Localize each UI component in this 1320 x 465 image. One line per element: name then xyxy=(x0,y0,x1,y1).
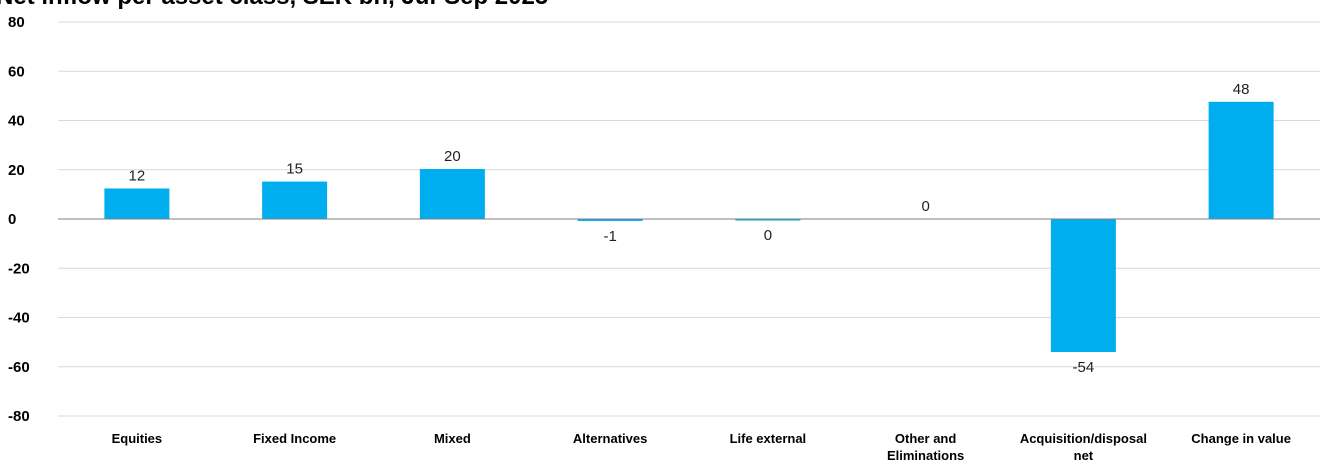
data-label: -54 xyxy=(1073,359,1095,376)
y-axis: 80 60 40 20 0 -20 -40 -60 -80 xyxy=(8,14,30,425)
y-tick-label: 60 xyxy=(8,63,25,80)
bar-change-in-value xyxy=(1208,101,1274,219)
bar-equities xyxy=(104,188,170,219)
bars xyxy=(104,101,1274,352)
gridlines xyxy=(58,21,1320,417)
y-tick-label: 40 xyxy=(8,113,25,130)
y-tick-label: -40 xyxy=(8,310,30,327)
x-tick-label: Acquisition/disposal net xyxy=(1020,431,1147,463)
x-tick-label: Life external xyxy=(730,431,807,446)
data-label: -1 xyxy=(603,228,616,245)
data-label: 20 xyxy=(444,148,461,165)
data-label: 0 xyxy=(921,198,929,215)
data-labels: 12 15 20 -1 0 0 -54 48 xyxy=(129,81,1250,376)
data-label: 15 xyxy=(286,161,303,178)
chart-title: Net inflow per asset class, SEK bn, Jul-… xyxy=(0,0,548,10)
y-tick-label: -60 xyxy=(8,359,30,376)
x-tick-label: Equities xyxy=(112,431,163,446)
x-tick-label: Other and Eliminations xyxy=(887,431,964,463)
data-label: 12 xyxy=(129,167,146,184)
bar-fixed-income xyxy=(262,181,328,219)
y-tick-label: -20 xyxy=(8,260,30,277)
bar-life-external xyxy=(735,219,801,221)
x-tick-label: Fixed Income xyxy=(253,431,336,446)
x-axis: Equities Fixed Income Mixed Alternatives Lif… xyxy=(112,431,1291,463)
x-tick-label: Alternatives xyxy=(573,431,647,446)
y-tick-label: 20 xyxy=(8,162,25,179)
y-tick-label: -80 xyxy=(8,408,30,425)
x-tick-label: Mixed xyxy=(434,431,471,446)
data-label: 48 xyxy=(1233,81,1250,98)
bar-mixed xyxy=(419,169,485,219)
y-tick-label: 80 xyxy=(8,14,25,31)
y-tick-label: 0 xyxy=(8,211,16,228)
data-label: 0 xyxy=(764,227,772,244)
bar-acquisition-disposal-net xyxy=(1050,219,1116,352)
bar-alternatives xyxy=(577,219,643,221)
x-tick-label: Change in value xyxy=(1191,431,1291,446)
